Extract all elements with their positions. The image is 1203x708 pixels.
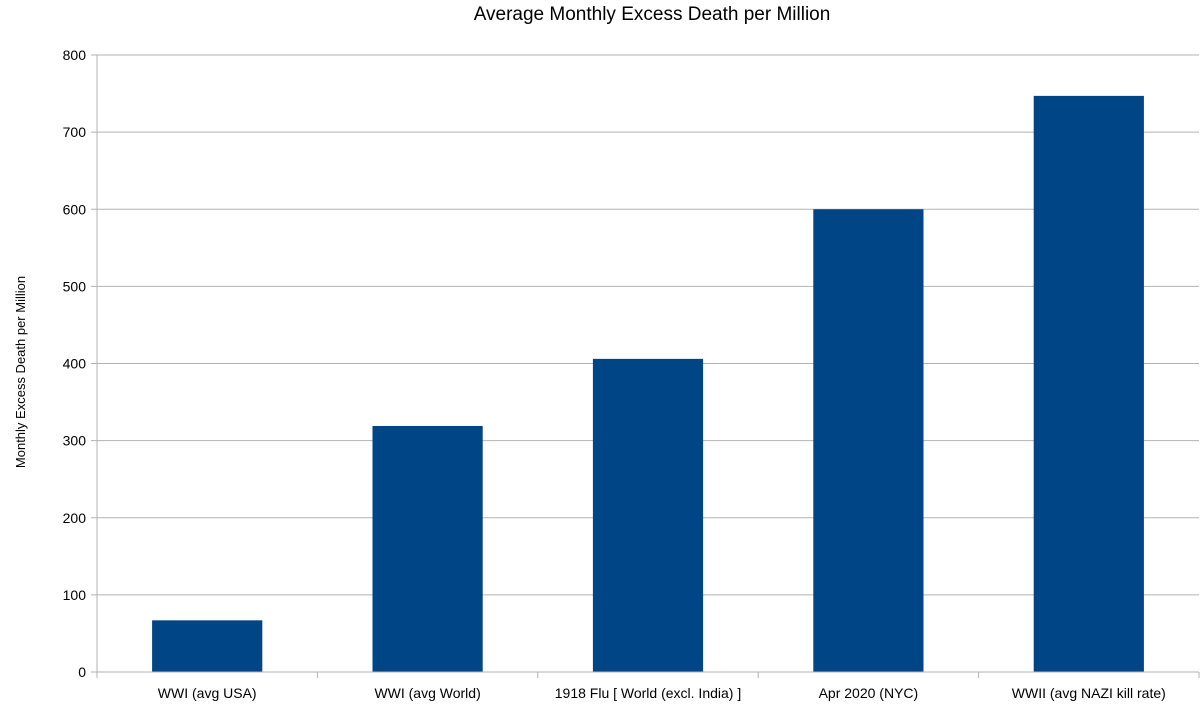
y-axis-label: Monthly Excess Death per Million	[13, 276, 28, 468]
x-tick-label: Apr 2020 (NYC)	[819, 685, 919, 701]
y-tick-label: 300	[63, 433, 87, 449]
bar-0	[152, 620, 263, 672]
chart-title: Average Monthly Excess Death per Million	[474, 4, 831, 25]
x-tick-label: 1918 Flu [ World (excl. India) ]	[555, 685, 741, 701]
y-tick-label: 600	[63, 201, 87, 217]
bar-4	[1033, 95, 1144, 673]
x-tick-labels: WWI (avg USA) WWI (avg World) 1918 Flu [ W…	[158, 685, 1166, 701]
y-tick-label: 400	[63, 356, 87, 372]
x-tick-label: WWII (avg NAZI kill rate)	[1012, 685, 1166, 701]
x-tick-label: WWI (avg World)	[374, 685, 480, 701]
bars	[152, 95, 1144, 673]
y-tick-label: 0	[78, 664, 86, 680]
y-tick-label: 700	[63, 124, 87, 140]
y-tick-label: 500	[63, 278, 87, 294]
y-tick-label: 800	[63, 47, 87, 63]
bar-2	[592, 358, 704, 672]
y-tick-labels: 0 100 200 300 400 500 600 700 800	[63, 47, 87, 680]
bar-3	[813, 209, 924, 672]
bar-1	[372, 425, 483, 672]
y-tick-label: 200	[63, 510, 87, 526]
x-tick-label: WWI (avg USA)	[158, 685, 257, 701]
axes	[91, 54, 1200, 678]
y-tick-label: 100	[63, 587, 87, 603]
